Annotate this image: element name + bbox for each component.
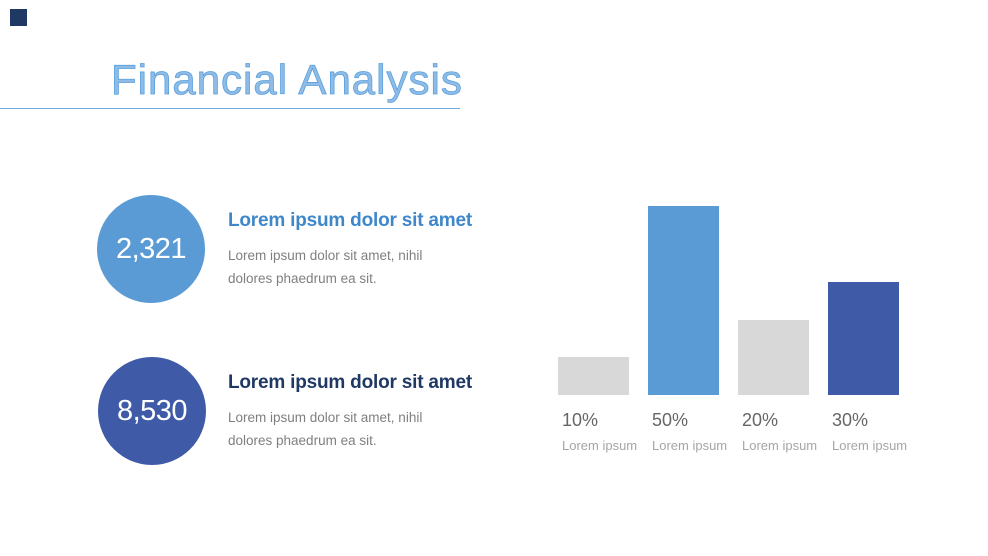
page-title: Financial Analysis (111, 56, 463, 104)
stat-body-2-line-2: dolores phaedrum ea sit. (228, 433, 377, 448)
stat-body-2: Lorem ipsum dolor sit amet, nihil dolore… (228, 406, 528, 452)
bar-group: 10% Lorem ipsum (558, 195, 648, 453)
bar-area (738, 195, 828, 395)
stat-body-1: Lorem ipsum dolor sit amet, nihil dolore… (228, 244, 528, 290)
bar (558, 357, 629, 395)
stat-value-1: 2,321 (115, 232, 187, 265)
title-underline (0, 108, 460, 109)
stat-block-2: Lorem ipsum dolor sit amet Lorem ipsum d… (228, 372, 528, 452)
bar-area (558, 195, 648, 395)
bar-group: 20% Lorem ipsum (738, 195, 828, 453)
stat-body-1-line-2: dolores phaedrum ea sit. (228, 271, 377, 286)
stat-heading-2: Lorem ipsum dolor sit amet (228, 372, 472, 393)
bar (738, 320, 809, 395)
bar-value-label: 30% (832, 410, 869, 430)
bar-area (648, 195, 738, 395)
bar (828, 282, 899, 395)
stat-value-2: 8,530 (116, 394, 188, 427)
bar-category-label: Lorem ipsum (562, 438, 638, 453)
stat-body-1-line-1: Lorem ipsum dolor sit amet, nihil (228, 248, 423, 263)
bar-category-label: Lorem ipsum (742, 438, 818, 453)
bar-group: 30% Lorem ipsum (828, 195, 918, 453)
bar-group: 50% Lorem ipsum (648, 195, 738, 453)
stat-circle-2: 8,530 (98, 357, 206, 465)
stat-body-2-line-1: Lorem ipsum dolor sit amet, nihil (228, 410, 423, 425)
bar-category-label: Lorem ipsum (652, 438, 728, 453)
stat-circle-1: 2,321 (97, 195, 205, 303)
bar-value-label: 50% (652, 410, 689, 430)
bar-category-label: Lorem ipsum (832, 438, 908, 453)
stat-heading-1: Lorem ipsum dolor sit amet (228, 210, 472, 231)
bar-value-label: 20% (742, 410, 779, 430)
bar-value-label: 10% (562, 410, 599, 430)
bar-area (828, 195, 918, 395)
stat-block-1: Lorem ipsum dolor sit amet Lorem ipsum d… (228, 210, 528, 290)
logo-square-icon (10, 9, 27, 26)
bar-chart: 10% Lorem ipsum 50% Lorem ipsum 20% Lorem ips… (558, 195, 918, 453)
bar (648, 206, 719, 395)
